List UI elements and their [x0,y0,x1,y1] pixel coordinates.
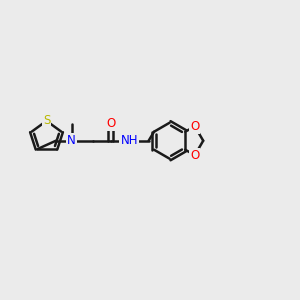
Text: O: O [106,117,115,130]
Text: O: O [190,148,200,162]
Text: O: O [190,120,200,133]
Text: S: S [43,114,50,128]
Text: N: N [67,134,76,147]
Text: NH: NH [120,134,138,147]
